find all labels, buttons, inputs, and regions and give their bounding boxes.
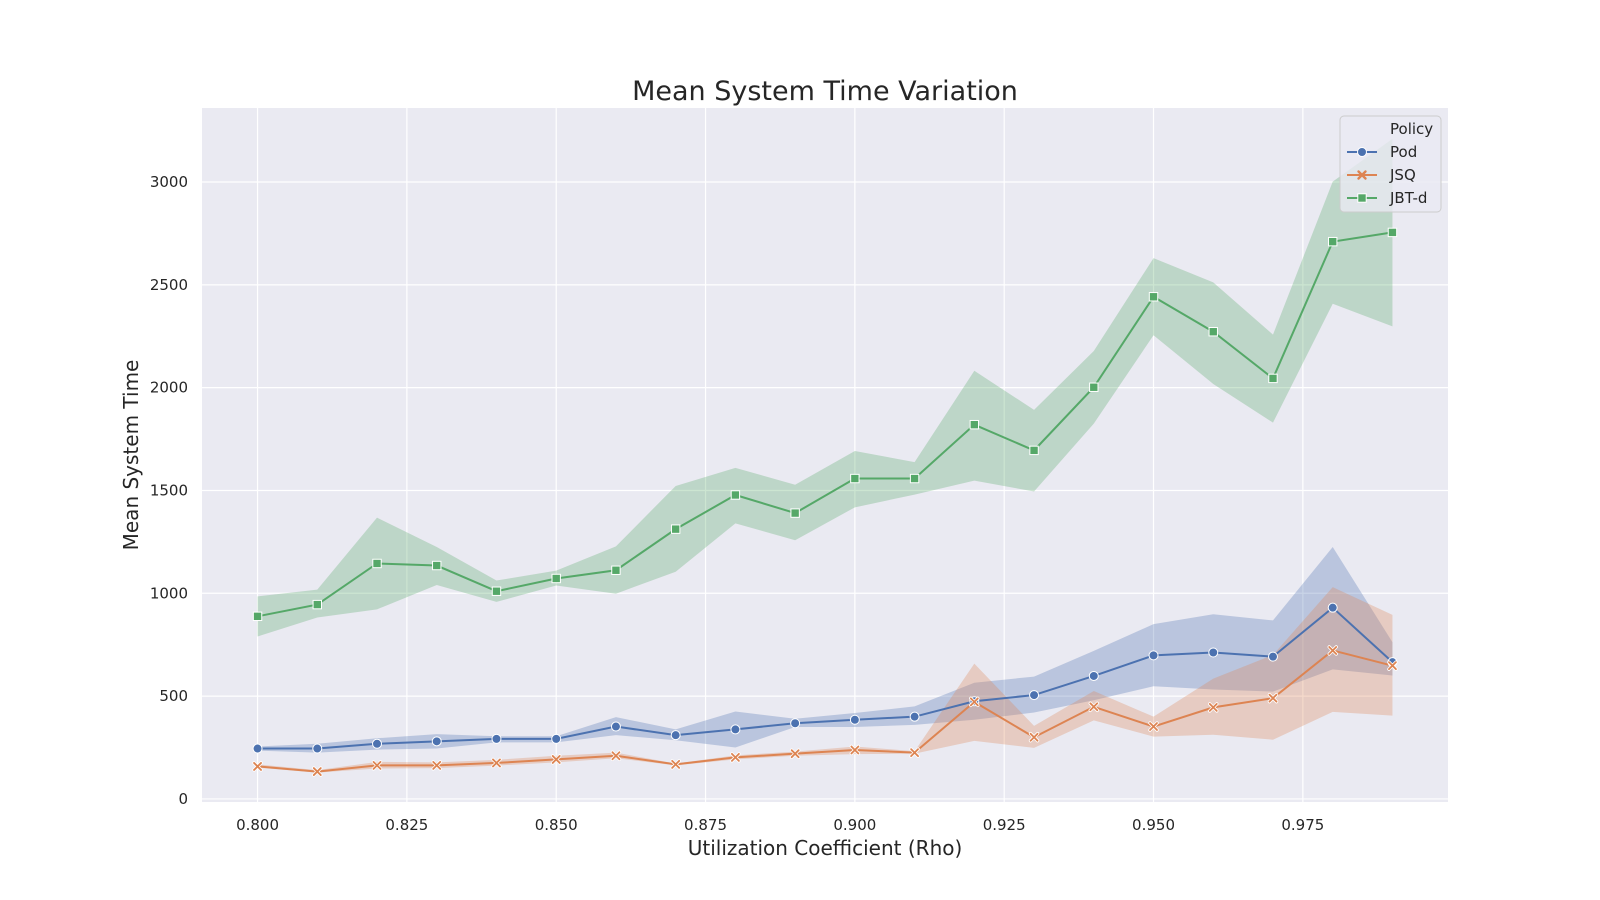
point-jbt-d: [850, 473, 860, 484]
series-lines: [257, 231, 1394, 773]
line-pod: [257, 606, 1394, 750]
point-jbt-d: [372, 558, 382, 569]
point-jsq: [969, 696, 980, 708]
point-pod: [670, 730, 681, 741]
point-jbt-d: [611, 565, 621, 575]
point-pod: [790, 718, 801, 729]
point-pod: [849, 714, 860, 725]
x-tick-label: 0.975: [1281, 816, 1324, 834]
point-jbt-d: [491, 586, 502, 596]
legend-item-pod: Pod: [1347, 143, 1417, 161]
y-tick-label: 2000: [150, 379, 188, 397]
y-tick-label: 1000: [150, 584, 188, 602]
point-pod: [1208, 647, 1219, 658]
grid: [202, 108, 1448, 802]
point-pod: [491, 733, 502, 744]
ci-band-jbt-d: [257, 138, 1393, 637]
point-jbt-d: [790, 508, 800, 518]
point-jsq: [789, 748, 801, 759]
legend-item-jsq: JSQ: [1347, 166, 1416, 184]
point-jsq: [909, 747, 920, 758]
point-jsq: [1088, 701, 1099, 712]
series-markers: [252, 227, 1398, 777]
x-tick-label: 0.825: [385, 816, 428, 834]
point-jsq: [730, 752, 741, 763]
ci-bands: [257, 138, 1393, 773]
legend: Policy Pod JSQ JBT-d: [1339, 115, 1442, 213]
point-pod: [372, 738, 383, 749]
point-pod: [252, 743, 263, 754]
y-tick-label: 2500: [150, 276, 188, 294]
point-jbt-d: [670, 524, 681, 534]
line-jbt-d: [257, 231, 1393, 618]
point-jsq: [1387, 660, 1398, 671]
point-pod: [1029, 690, 1040, 701]
point-jbt-d: [1089, 382, 1099, 392]
point-pod: [1148, 650, 1159, 661]
chart-title: Mean System Time Variation: [632, 76, 1018, 107]
point-pod: [312, 743, 323, 754]
ci-band-pod: [257, 547, 1393, 753]
plot-area: [202, 108, 1448, 802]
legend-title: Policy: [1390, 120, 1433, 138]
x-tick-label: 0.800: [236, 816, 279, 834]
point-jsq: [252, 761, 263, 772]
point-pod: [730, 724, 741, 735]
point-jsq: [371, 760, 383, 771]
x-tick-label: 0.850: [535, 816, 578, 834]
y-tick-label: 500: [159, 687, 188, 705]
legend-label-jbt-d: JBT-d: [1389, 189, 1427, 207]
point-jbt-d: [969, 419, 980, 430]
legend-label-jsq: JSQ: [1389, 166, 1416, 184]
point-jsq: [1028, 732, 1040, 743]
point-jbt-d: [312, 599, 322, 610]
point-jsq: [431, 760, 442, 771]
point-jsq: [312, 766, 323, 777]
point-jbt-d: [252, 611, 263, 622]
point-pod: [610, 721, 621, 732]
x-tick-labels: 0.800 0.825 0.850 0.875 0.900 0.925 0.950 0.975: [236, 816, 1324, 834]
y-tick-label: 1500: [150, 481, 188, 499]
x-tick-label: 0.925: [983, 816, 1026, 834]
point-jbt-d: [1328, 236, 1338, 247]
legend-label-pod: Pod: [1390, 143, 1417, 161]
point-pod: [551, 733, 562, 744]
point-pod: [1267, 651, 1278, 662]
y-tick-labels: 0 500 1000 1500 2000 2500 3000: [150, 173, 188, 808]
point-jsq: [491, 757, 502, 769]
y-axis-label: Mean System Time: [119, 360, 143, 551]
point-jsq: [1148, 721, 1159, 732]
x-axis-label: Utilization Coefficient (Rho): [688, 836, 963, 860]
legend-box: [1339, 115, 1442, 213]
point-jsq: [1208, 702, 1219, 713]
x-tick-label: 0.900: [833, 816, 876, 834]
point-jbt-d: [1148, 292, 1159, 302]
point-jsq: [670, 759, 681, 770]
point-jsq: [1327, 645, 1338, 656]
line-jsq: [257, 649, 1393, 773]
point-jbt-d: [551, 573, 561, 584]
y-tick-label: 3000: [150, 173, 188, 191]
point-jsq: [610, 750, 622, 761]
x-tick-label: 0.875: [684, 816, 727, 834]
point-jsq: [1267, 692, 1279, 704]
point-jsq: [849, 744, 861, 756]
point-jsq: [551, 754, 562, 765]
point-pod: [1327, 602, 1338, 613]
legend-items: Pod JSQ JBT-d: [1347, 143, 1427, 207]
point-jbt-d: [730, 490, 741, 500]
point-pod: [431, 736, 442, 747]
point-jbt-d: [1268, 373, 1278, 384]
point-pod: [909, 711, 920, 722]
point-jbt-d: [1387, 227, 1398, 238]
legend-item-jbt-d: JBT-d: [1347, 189, 1427, 207]
point-jbt-d: [432, 560, 442, 571]
point-jbt-d: [909, 473, 920, 484]
y-tick-label: 0: [178, 790, 188, 808]
point-pod: [1088, 670, 1099, 681]
x-tick-label: 0.950: [1132, 816, 1175, 834]
point-jbt-d: [1029, 445, 1039, 456]
point-jbt-d: [1208, 327, 1218, 337]
